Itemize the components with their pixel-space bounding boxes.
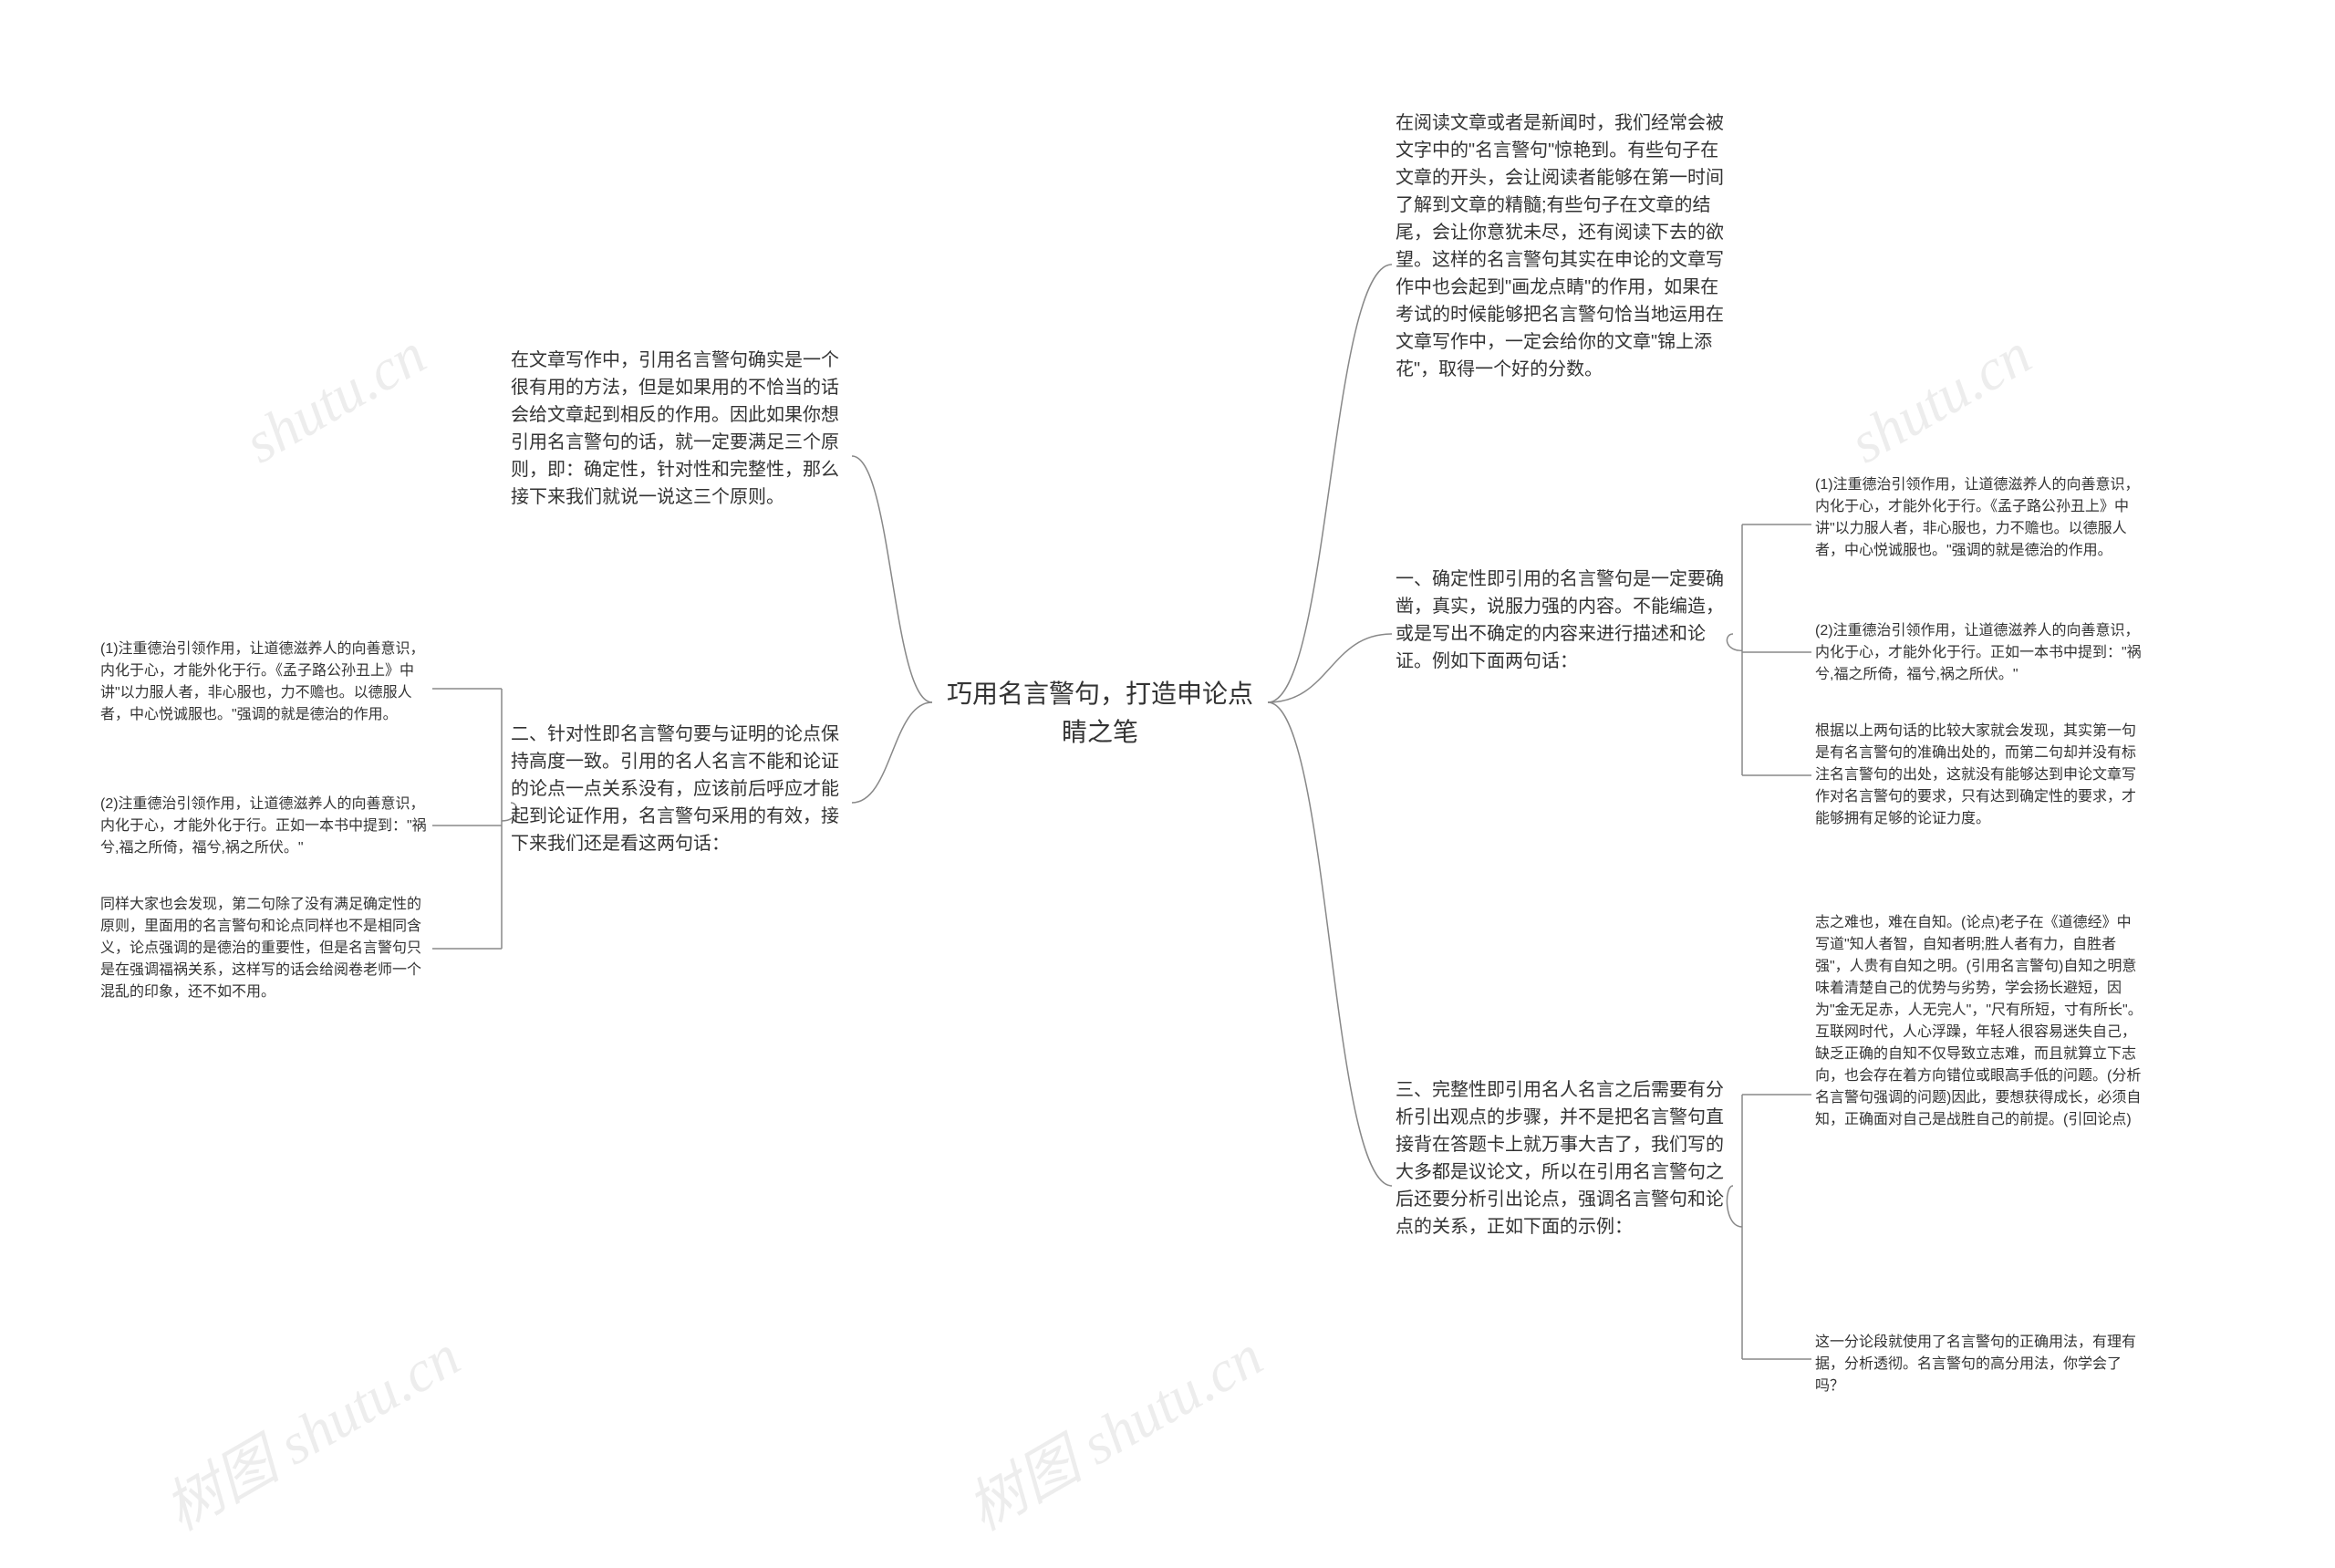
right-principle-3: 三、完整性即引用名人名言之后需要有分析引出观点的步骤，并不是把名言警句直接背在答… bbox=[1396, 1076, 1733, 1241]
watermark: shutu.cn bbox=[1839, 320, 2042, 477]
right-p3-leaf-1: 志之难也，难在自知。(论点)老子在《道德经》中写道"知人者智，自知者明;胜人者有… bbox=[1815, 912, 2143, 1131]
left-p2-leaf-1: (1)注重德治引领作用，让道德滋养人的向善意识，内化于心，才能外化于行。《孟子路… bbox=[100, 639, 429, 726]
watermark: 树图 shutu.cn bbox=[950, 1310, 1275, 1546]
left-p2-leaf-2: (2)注重德治引领作用，让道德滋养人的向善意识，内化于心，才能外化于行。正如一本… bbox=[100, 794, 429, 859]
left-p2-leaf-3: 同样大家也会发现，第二句除了没有满足确定性的原则，里面用的名言警句和论点同样也不… bbox=[100, 894, 429, 1003]
right-p1-leaf-1: (1)注重德治引领作用，让道德滋养人的向善意识，内化于心，才能外化于行。《孟子路… bbox=[1815, 474, 2143, 562]
watermark: shutu.cn bbox=[234, 320, 437, 477]
right-principle-1: 一、确定性即引用的名言警句是一定要确凿，真实，说服力强的内容。不能编造，或是写出… bbox=[1396, 566, 1733, 675]
watermark: 树图 shutu.cn bbox=[147, 1310, 472, 1546]
right-intro: 在阅读文章或者是新闻时，我们经常会被文字中的"名言警句"惊艳到。有些句子在文章的… bbox=[1396, 109, 1733, 383]
center-topic: 巧用名言警句，打造申论点睛之笔 bbox=[936, 675, 1264, 752]
left-intro: 在文章写作中，引用名言警句确实是一个很有用的方法，但是如果用的不恰当的话会给文章… bbox=[511, 347, 848, 511]
right-p1-leaf-3: 根据以上两句话的比较大家就会发现，其实第一句是有名言警句的准确出处的，而第二句却… bbox=[1815, 721, 2143, 830]
right-p3-leaf-2: 这一分论段就使用了名言警句的正确用法，有理有据，分析透彻。名言警句的高分用法，你… bbox=[1815, 1332, 2143, 1397]
left-principle-2: 二、针对性即名言警句要与证明的论点保持高度一致。引用的名人名言不能和论证的论点一… bbox=[511, 721, 848, 857]
right-p1-leaf-2: (2)注重德治引领作用，让道德滋养人的向善意识，内化于心，才能外化于行。正如一本… bbox=[1815, 620, 2143, 686]
